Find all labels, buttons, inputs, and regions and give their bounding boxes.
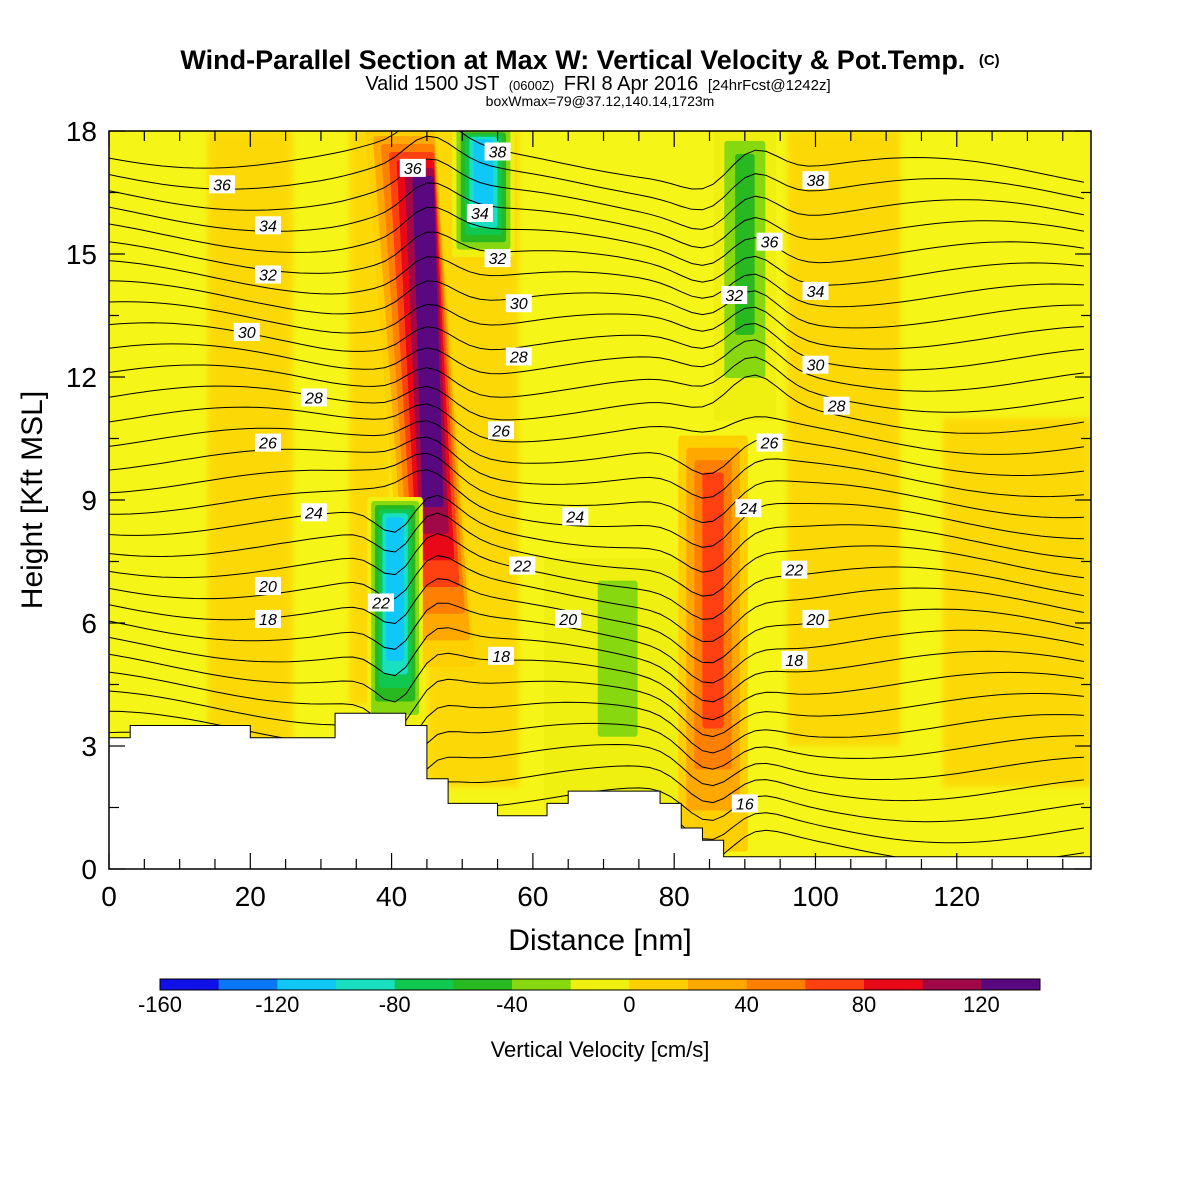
y-tick-label: 12 [66, 362, 97, 393]
theta-label: 32 [725, 288, 743, 305]
chart-subtitle: Valid 1500 JST (0600Z) FRI 8 Apr 2016 [2… [365, 73, 830, 95]
x-tick-labels: 0 20 40 60 80 100 120 [101, 881, 980, 912]
colorbar-label: Vertical Velocity [cm/s] [491, 1037, 710, 1062]
velocity-shade [705, 475, 720, 725]
theta-label: 30 [510, 296, 528, 313]
theta-label: 26 [760, 436, 779, 453]
theta-label: 36 [761, 235, 779, 252]
colorbar-swatch [864, 979, 923, 990]
theta-label: 38 [489, 145, 507, 162]
colorbar-tick-label: -80 [379, 992, 411, 1017]
colorbar-tick-label: -120 [255, 992, 299, 1017]
theta-label: 18 [492, 649, 510, 666]
colorbar-tick-label: 120 [963, 992, 1000, 1017]
theta-label: 24 [304, 505, 323, 522]
theta-label: 34 [259, 218, 277, 235]
colorbar-tick-labels: -160 -120 -80 -40 0 40 80 120 [138, 992, 1000, 1017]
x-tick-label: 80 [659, 881, 690, 912]
colorbar-swatch [160, 979, 219, 990]
plot-area: 36 34 32 30 28 26 24 20 18 22 36 38 34 32 30 28 26 24 22 20… [109, 114, 1091, 883]
theta-label: 24 [565, 509, 584, 526]
chart-subtitle-2: boxWmax=79@37.12,140.14,1723m [486, 93, 715, 109]
theta-label: 18 [259, 612, 277, 629]
y-tick-label: 6 [81, 608, 97, 639]
x-tick-label: 40 [376, 881, 407, 912]
colorbar-tick-label: 80 [852, 992, 876, 1017]
colorbar-swatch [277, 979, 336, 990]
theta-label: 38 [807, 173, 825, 190]
theta-label: 20 [806, 612, 825, 629]
theta-label: 28 [509, 350, 528, 367]
colorbar-swatch [923, 979, 982, 990]
colorbar-swatch [336, 979, 395, 990]
y-tick-labels: 0 3 6 9 12 15 18 [66, 116, 97, 885]
x-tick-label: 60 [517, 881, 548, 912]
velocity-shade [389, 520, 401, 658]
subtitle-forecast: [24hrFcst@1242z] [708, 77, 831, 94]
theta-label: 20 [258, 579, 277, 596]
chart-title-text: Wind-Parallel Section at Max W: Vertical… [180, 45, 965, 75]
theta-label: 36 [213, 177, 231, 194]
x-tick-label: 20 [235, 881, 266, 912]
colorbar-swatch [571, 979, 630, 990]
subtitle-date: FRI 8 Apr 2016 [564, 73, 699, 95]
colorbar-tick-label: 0 [623, 992, 635, 1017]
colorbar-swatch [747, 979, 806, 990]
theta-label: 26 [491, 423, 510, 440]
theta-label: 32 [489, 251, 507, 268]
y-tick-label: 9 [81, 485, 97, 516]
y-tick-label: 15 [66, 239, 97, 270]
colorbar-tick-label: -40 [496, 992, 528, 1017]
chart-title: Wind-Parallel Section at Max W: Vertical… [180, 45, 999, 75]
x-tick-label: 120 [933, 881, 980, 912]
colorbar [160, 979, 1041, 990]
colorbar-swatch [395, 979, 454, 990]
theta-label: 24 [738, 501, 757, 518]
theta-label: 34 [807, 284, 825, 301]
theta-label: 18 [785, 653, 803, 670]
chart-title-mark: (C) [979, 52, 1000, 69]
y-tick-label: 18 [66, 116, 97, 147]
colorbar-tick-label: 40 [734, 992, 758, 1017]
x-tick-label: 0 [101, 881, 117, 912]
theta-label: 20 [558, 612, 577, 629]
colorbar-swatch [512, 979, 571, 990]
y-axis-label: Height [Kft MSL] [16, 391, 49, 609]
colorbar-swatch [453, 979, 512, 990]
y-tick-label: 3 [81, 731, 97, 762]
colorbar-swatch [688, 979, 747, 990]
subtitle-zulu: (0600Z) [509, 78, 555, 93]
x-tick-label: 100 [792, 881, 839, 912]
theta-label: 16 [736, 796, 754, 813]
subtitle-valid: Valid 1500 JST [365, 73, 499, 95]
theta-label: 22 [371, 596, 390, 613]
theta-label: 30 [807, 358, 825, 375]
theta-label: 22 [784, 563, 803, 580]
colorbar-swatch [219, 979, 278, 990]
y-tick-label: 0 [81, 854, 97, 885]
theta-label: 28 [827, 399, 846, 416]
colorbar-swatch [629, 979, 688, 990]
colorbar-swatch [981, 979, 1040, 990]
theta-label: 28 [304, 391, 323, 408]
theta-label: 30 [238, 325, 256, 342]
theta-label: 36 [404, 161, 422, 178]
theta-label: 26 [258, 436, 277, 453]
theta-label: 22 [512, 559, 531, 576]
x-axis-label: Distance [nm] [508, 924, 691, 957]
colorbar-swatch [805, 979, 864, 990]
weak-updraft-band [943, 418, 1091, 787]
theta-label: 32 [259, 268, 277, 285]
velocity-shade [738, 157, 752, 332]
theta-label: 34 [471, 206, 489, 223]
colorbar-tick-label: -160 [138, 992, 182, 1017]
